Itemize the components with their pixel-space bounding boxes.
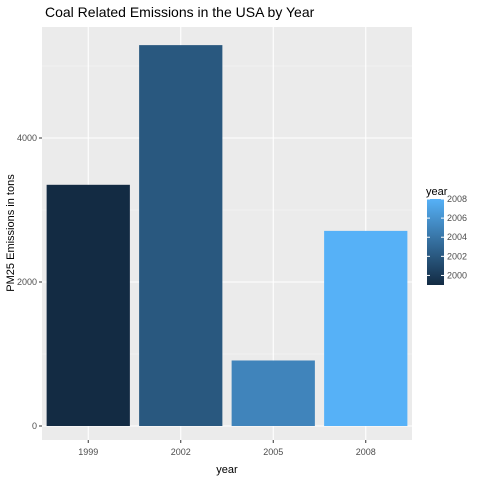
y-tick-label: 2000 bbox=[17, 277, 37, 287]
bar-2008 bbox=[324, 230, 408, 426]
y-tick-label: 4000 bbox=[17, 133, 37, 143]
x-tick-label: 2002 bbox=[171, 447, 191, 457]
y-tick-label: 0 bbox=[32, 421, 37, 431]
legend-title: year bbox=[426, 186, 448, 198]
bar-2005 bbox=[231, 360, 315, 426]
legend-tick-label: 2000 bbox=[447, 270, 467, 280]
legend-tick-label: 2002 bbox=[447, 251, 467, 261]
bar-2002 bbox=[139, 45, 223, 427]
y-axis: 0 2000 4000 bbox=[17, 133, 42, 431]
x-tick-label: 2008 bbox=[356, 447, 376, 457]
bar-1999 bbox=[46, 184, 130, 426]
legend-tick-label: 2008 bbox=[447, 194, 467, 204]
chart-title: Coal Related Emissions in the USA by Yea… bbox=[45, 4, 315, 20]
legend: year 2000 2002 2004 2006 2008 bbox=[426, 186, 467, 285]
bars bbox=[46, 45, 408, 427]
legend-colorbar bbox=[427, 199, 444, 285]
legend-tick-label: 2004 bbox=[447, 232, 467, 242]
x-tick-label: 2005 bbox=[263, 447, 283, 457]
x-axis: 1999 2002 2005 2008 bbox=[78, 440, 376, 457]
x-axis-title: year bbox=[216, 464, 238, 476]
y-axis-title: PM25 Emissions in tons bbox=[5, 174, 17, 292]
x-tick-label: 1999 bbox=[78, 447, 98, 457]
legend-tick-label: 2006 bbox=[447, 213, 467, 223]
